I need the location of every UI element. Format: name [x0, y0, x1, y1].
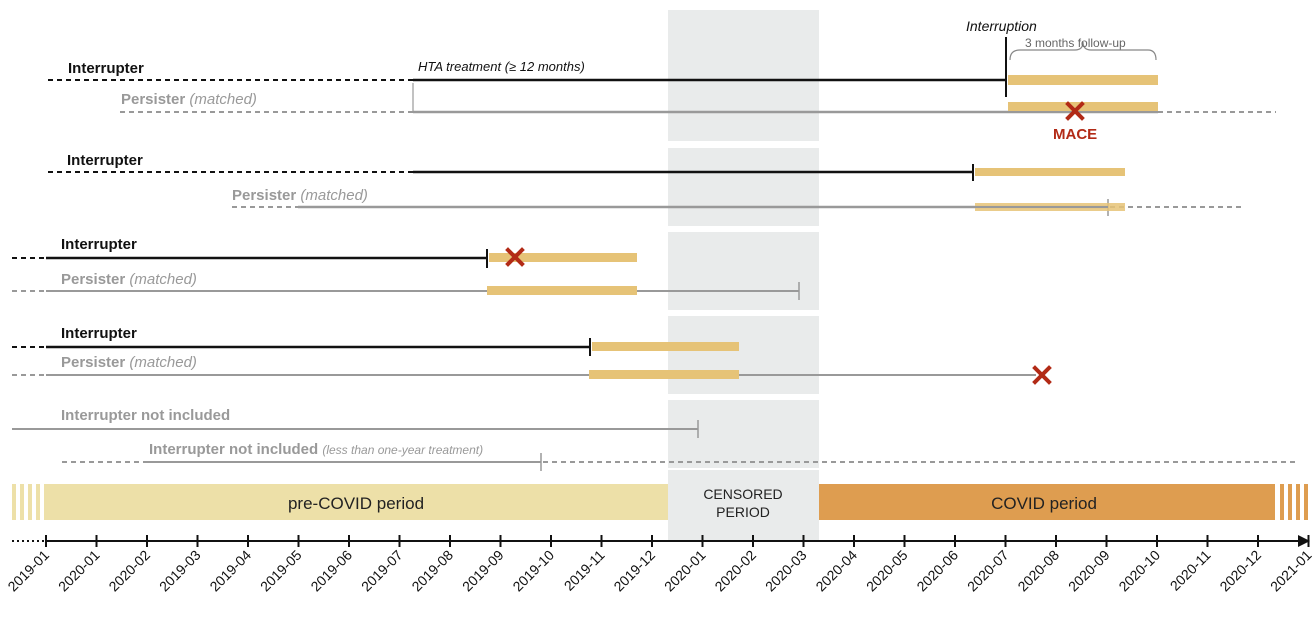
not-included-note: (less than one-year treatment): [322, 443, 483, 457]
censored-period-band: [668, 470, 819, 540]
period-bands: pre-COVID period CENSORED PERIOD COVID p…: [12, 470, 1308, 540]
matched-label: (matched): [300, 187, 368, 204]
matched-label: (matched): [129, 271, 197, 288]
axis-tick-label: 2020-08: [1014, 547, 1062, 595]
axis-tick-label: 2020-12: [1216, 547, 1264, 595]
interrupter-label: Interrupter: [67, 152, 143, 169]
mace-marker: [1032, 365, 1052, 385]
axis-tick-label: 2019-09: [459, 547, 507, 595]
matched-label: (matched): [189, 91, 257, 108]
axis-tick-label: 2019-05: [257, 547, 305, 595]
followup-brace: [1009, 41, 1157, 61]
axis-tick-label: 2020-01: [55, 547, 103, 595]
axis-tick-label: 2021-01: [1267, 547, 1314, 595]
pair-3: Interrupter Persister (matched): [12, 236, 800, 300]
censored-label-2: PERIOD: [716, 504, 770, 520]
not-included-1: Interrupter not included: [12, 407, 699, 438]
axis-tick-label: 2020-01: [661, 547, 709, 595]
axis-tick-label: 2019-01: [4, 547, 52, 595]
axis-tick-label: 2019-08: [408, 547, 456, 595]
axis-arrow: [1298, 535, 1310, 547]
interrupter-label: Interrupter: [61, 325, 137, 342]
axis-tick-label: 2020-06: [913, 547, 961, 595]
covid-band: [819, 484, 1275, 520]
persister-label: Persister: [61, 271, 125, 288]
interruption-label: Interruption: [966, 18, 1037, 34]
covid-label: COVID period: [991, 494, 1097, 513]
axis-tick-label: 2020-02: [105, 547, 153, 595]
axis-tick-label: 2020-07: [964, 547, 1012, 595]
svg-text:Persister (matched): Persister (matched): [121, 91, 257, 108]
axis-tick-label: 2020-03: [762, 547, 810, 595]
not-included-label: Interrupter not included: [149, 441, 318, 458]
axis-tick-label: 2020-11: [1167, 547, 1214, 594]
pair-1: Interruption 3 months follow-up HTA trea…: [48, 18, 1276, 143]
pre-covid-label: pre-COVID period: [288, 494, 424, 513]
censored-label-1: CENSORED: [703, 486, 782, 502]
axis-tick-label: 2019-07: [358, 547, 406, 595]
axis-tick-label: 2019-03: [156, 547, 204, 595]
pair-4: Interrupter Persister (matched): [12, 325, 1052, 385]
mace-label: MACE: [1053, 126, 1097, 143]
axis-tick-label: 2019-04: [206, 547, 254, 595]
persister-label: Persister: [232, 187, 296, 204]
pre-covid-band: [44, 484, 668, 520]
axis-tick-label: 2019-11: [561, 547, 608, 594]
svg-text:Persister (matched): Persister (matched): [61, 354, 197, 371]
mace-marker: [505, 247, 525, 267]
time-axis: 2019-01 2020-01 2020-02 2019-03 2019-04 2019-…: [4, 535, 1314, 594]
not-included-2: Interrupter not included (less than one-…: [62, 441, 1296, 471]
svg-text:Persister (matched): Persister (matched): [61, 271, 197, 288]
interrupter-label: Interrupter: [68, 60, 144, 77]
pair-2: Interrupter Persister (matched): [48, 152, 1242, 216]
svg-text:Interrupter not included (less: Interrupter not included (less than one-…: [149, 441, 483, 458]
matched-label: (matched): [129, 354, 197, 371]
persister-label: Persister: [61, 354, 125, 371]
axis-tick-label: 2020-05: [863, 547, 911, 595]
axis-tick-label: 2019-06: [307, 547, 355, 595]
axis-tick-label: 2019-12: [610, 547, 658, 595]
axis-tick-label: 2020-02: [711, 547, 759, 595]
axis-tick-label: 2020-09: [1065, 547, 1113, 595]
axis-tick-label: 2020-04: [812, 547, 860, 595]
svg-text:Persister (matched): Persister (matched): [232, 187, 368, 204]
persister-label: Persister: [121, 91, 185, 108]
censored-band: [668, 10, 819, 468]
not-included-label: Interrupter not included: [61, 407, 230, 424]
followup-label: 3 months follow-up: [1025, 36, 1126, 50]
axis-tick-label: 2019-10: [509, 547, 557, 595]
axis-tick-label: 2020-10: [1115, 547, 1163, 595]
hta-label: HTA treatment (≥ 12 months): [418, 59, 585, 74]
interrupter-label: Interrupter: [61, 236, 137, 253]
mace-marker: [1065, 101, 1085, 121]
